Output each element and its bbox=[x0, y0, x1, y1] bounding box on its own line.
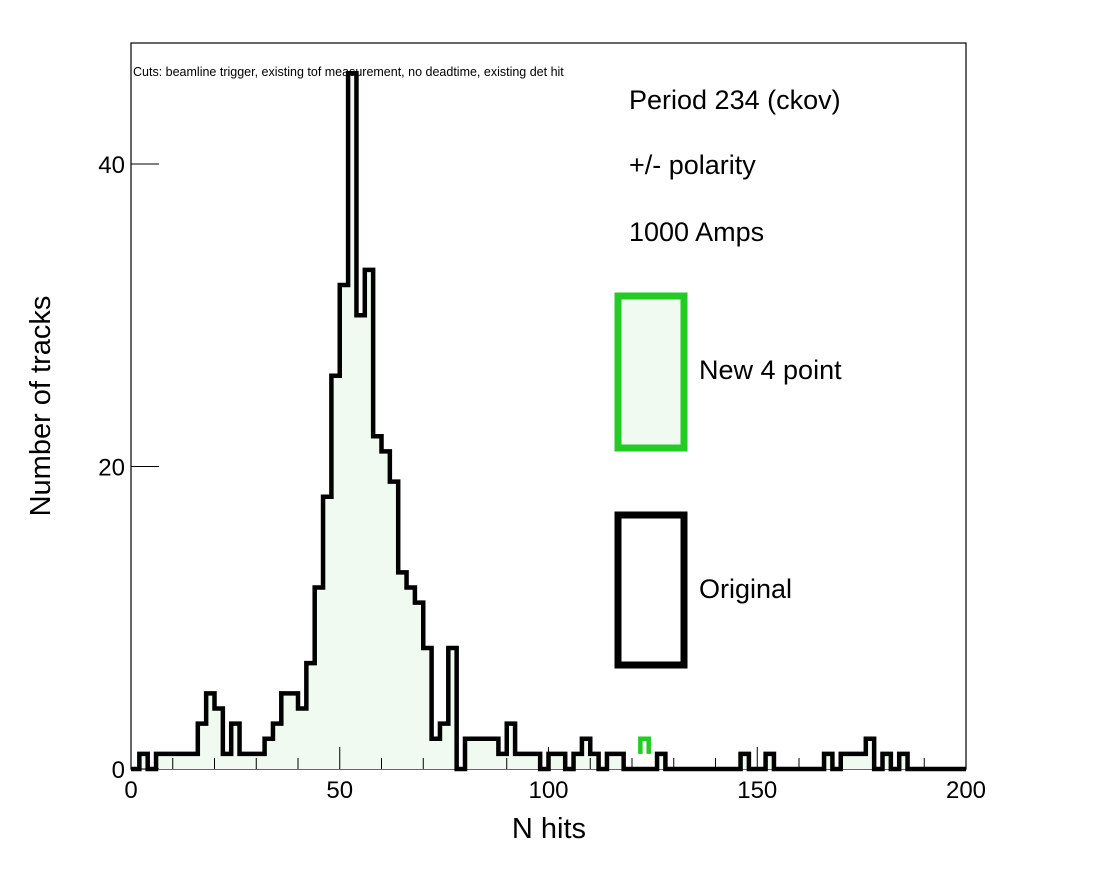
annotation-period: Period 234 (ckov) bbox=[629, 85, 841, 115]
original-histogram-bin bbox=[248, 754, 256, 769]
original-histogram-bin bbox=[189, 754, 197, 769]
x-tick-label: 150 bbox=[737, 777, 777, 804]
y-tick-label: 0 bbox=[112, 757, 125, 784]
original-histogram-bin bbox=[240, 754, 248, 769]
original-histogram-bin bbox=[407, 588, 415, 770]
x-tick-label: 200 bbox=[946, 777, 986, 804]
original-histogram-outline bbox=[131, 71, 966, 772]
original-histogram-bin bbox=[298, 709, 306, 770]
original-histogram-bin bbox=[173, 754, 181, 769]
original-histogram-bin bbox=[498, 754, 506, 769]
y-axis-ticks: 0 20 40 bbox=[98, 152, 159, 784]
original-histogram-bin bbox=[382, 451, 390, 769]
x-tick-label: 50 bbox=[326, 777, 353, 804]
cuts-note: Cuts: beamline trigger, existing tof mea… bbox=[133, 65, 564, 79]
original-histogram-bin bbox=[398, 572, 406, 769]
x-axis-ticks: 0 50 100 150 200 bbox=[124, 747, 986, 804]
x-tick-label: 0 bbox=[124, 777, 137, 804]
original-histogram-bin bbox=[523, 754, 531, 769]
original-histogram-bin bbox=[223, 754, 231, 769]
histogram-fill-layer bbox=[131, 73, 966, 769]
original-histogram-bin bbox=[432, 739, 440, 769]
annotation-polarity: +/- polarity bbox=[629, 150, 756, 180]
original-histogram-fill bbox=[131, 73, 966, 769]
legend-label-original: Original bbox=[699, 574, 792, 604]
original-histogram-bin bbox=[857, 754, 865, 769]
original-histogram-bin bbox=[256, 754, 264, 769]
new-4-point-outline bbox=[638, 736, 651, 754]
y-tick-label: 40 bbox=[98, 152, 125, 179]
original-histogram-bin bbox=[164, 754, 172, 769]
annotation-current: 1000 Amps bbox=[629, 217, 764, 247]
x-tick-label: 100 bbox=[528, 777, 568, 804]
histogram-line-layer bbox=[131, 71, 966, 772]
y-tick-label: 20 bbox=[98, 455, 125, 482]
original-histogram-bin bbox=[515, 754, 523, 769]
original-histogram-bin bbox=[849, 754, 857, 769]
original-histogram-bin bbox=[373, 436, 381, 769]
legend: New 4 point Original bbox=[614, 292, 842, 669]
legend-label-new-4-point: New 4 point bbox=[699, 355, 842, 385]
x-axis-title: N hits bbox=[512, 813, 586, 845]
original-histogram-bin bbox=[181, 754, 189, 769]
original-histogram-bin bbox=[482, 739, 490, 769]
legend-swatch-original bbox=[614, 511, 688, 669]
original-histogram-bin bbox=[356, 315, 364, 769]
y-axis-title: Number of tracks bbox=[25, 296, 57, 517]
legend-swatch-new-4-point bbox=[614, 292, 688, 452]
original-histogram-bin bbox=[473, 739, 481, 769]
plot-frame bbox=[130, 42, 967, 770]
